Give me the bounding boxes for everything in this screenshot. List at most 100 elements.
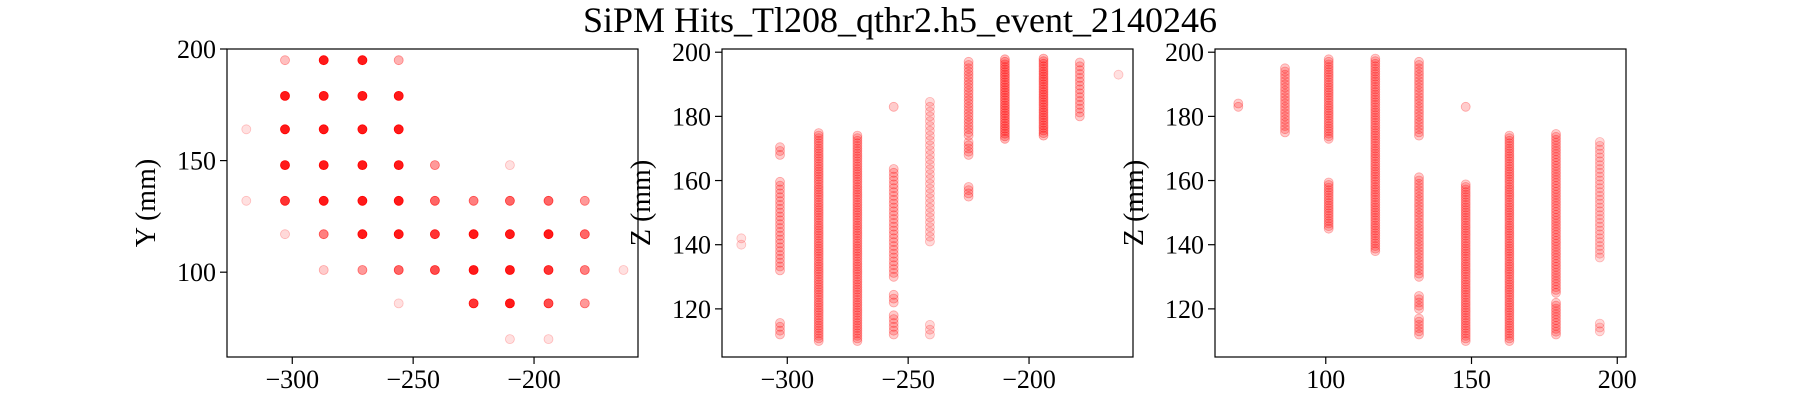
scatter-point xyxy=(813,197,824,208)
scatter-point xyxy=(1323,98,1334,108)
scatter-point xyxy=(1551,267,1561,278)
scatter-point xyxy=(813,210,824,221)
scatter-point xyxy=(1460,179,1471,190)
scatter-point xyxy=(1038,74,1049,85)
scatter-point xyxy=(504,334,515,345)
scatter-point xyxy=(852,282,863,293)
scatter-point xyxy=(1460,302,1471,313)
scatter-point xyxy=(1370,146,1381,156)
scatter-point xyxy=(852,140,863,151)
scatter-point xyxy=(1370,115,1381,126)
scatter-point xyxy=(1504,205,1515,216)
scatter-point xyxy=(852,307,863,318)
scatter-point xyxy=(1504,312,1515,323)
scatter-point xyxy=(1551,183,1561,194)
scatter-point xyxy=(1504,156,1515,167)
scatter-point xyxy=(1460,333,1471,344)
scatter-point xyxy=(1000,133,1010,144)
scatter-point xyxy=(813,148,824,159)
scatter-point xyxy=(318,160,329,171)
scatter-point xyxy=(1038,79,1049,90)
scatter-point xyxy=(1000,90,1010,101)
scatter-point xyxy=(1551,297,1561,308)
scatter-point xyxy=(1460,246,1471,257)
scatter-point xyxy=(1074,69,1085,79)
scatter-point xyxy=(813,138,824,149)
scatter-point xyxy=(1280,117,1290,128)
scatter-point xyxy=(1504,166,1515,177)
scatter-point xyxy=(1414,220,1424,231)
scatter-point xyxy=(852,336,863,346)
scatter-point xyxy=(925,207,935,218)
scatter-point xyxy=(1414,265,1424,276)
scatter-point xyxy=(1000,85,1010,95)
scatter-point xyxy=(1551,264,1561,275)
scatter-point xyxy=(852,135,863,146)
scatter-point xyxy=(925,145,935,156)
scatter-point xyxy=(1038,64,1049,74)
scatter-point xyxy=(1551,175,1561,186)
scatter-point xyxy=(813,176,824,187)
scatter-point xyxy=(1504,153,1515,164)
scatter-point xyxy=(1594,202,1605,213)
scatter-point xyxy=(504,160,515,171)
scatter-point xyxy=(1551,169,1561,180)
scatter-point xyxy=(1460,294,1471,305)
scatter-point xyxy=(1370,56,1381,67)
scatter-point xyxy=(888,321,899,332)
scatter-point xyxy=(1370,238,1381,249)
scatter-point xyxy=(1594,140,1605,151)
scatter-point xyxy=(1414,313,1424,324)
scatter-point xyxy=(1504,336,1515,346)
scatter-point xyxy=(925,159,935,170)
scatter-point xyxy=(543,195,554,206)
scatter-point xyxy=(1323,103,1334,113)
scatter-point xyxy=(888,175,899,186)
scatter-point xyxy=(1460,187,1471,198)
scatter-point xyxy=(1370,64,1381,74)
scatter-point xyxy=(1370,79,1381,90)
scatter-point xyxy=(888,248,899,259)
scatter-point xyxy=(1551,261,1561,272)
scatter-point xyxy=(1504,274,1515,285)
scatter-point xyxy=(1504,140,1515,151)
scatter-point xyxy=(1370,71,1381,82)
scatter-point xyxy=(813,215,824,226)
scatter-point xyxy=(1280,73,1290,83)
scatter-point xyxy=(1414,98,1424,109)
scatter-point xyxy=(1038,94,1049,105)
scatter-point xyxy=(1323,131,1334,142)
scatter-point xyxy=(963,121,974,131)
scatter-point xyxy=(813,174,824,185)
scatter-point xyxy=(852,318,863,328)
scatter-point xyxy=(1504,235,1515,246)
scatter-point xyxy=(1074,92,1085,102)
scatter-point xyxy=(1000,98,1010,108)
scatter-point xyxy=(1074,80,1085,91)
scatter-point xyxy=(1000,74,1010,85)
yz-scatter-panel: 100 150 200 120 140 160 180 200 Z (mm) xyxy=(1119,38,1637,394)
scatter-point xyxy=(1551,143,1561,154)
scatter-point xyxy=(1000,59,1010,70)
scatter-point xyxy=(1038,97,1049,108)
scatter-point xyxy=(1460,261,1471,272)
scatter-point xyxy=(852,130,863,141)
scatter-point xyxy=(1000,121,1010,131)
scatter-point xyxy=(813,320,824,331)
scatter-point xyxy=(1323,121,1334,131)
scatter-point xyxy=(852,292,863,303)
y-tick-label: 200 xyxy=(1165,38,1204,67)
scatter-point xyxy=(1504,187,1515,198)
scatter-point xyxy=(1370,187,1381,198)
scatter-point xyxy=(1504,333,1515,344)
scatter-point xyxy=(1370,199,1381,210)
scatter-point xyxy=(852,276,863,287)
scatter-point xyxy=(1551,318,1561,328)
scatter-point xyxy=(1414,223,1424,234)
scatter-point xyxy=(1414,300,1424,311)
scatter-point xyxy=(852,315,863,326)
scatter-point xyxy=(852,133,863,144)
scatter-point xyxy=(852,264,863,275)
scatter-point xyxy=(852,171,863,182)
scatter-point xyxy=(852,151,863,162)
